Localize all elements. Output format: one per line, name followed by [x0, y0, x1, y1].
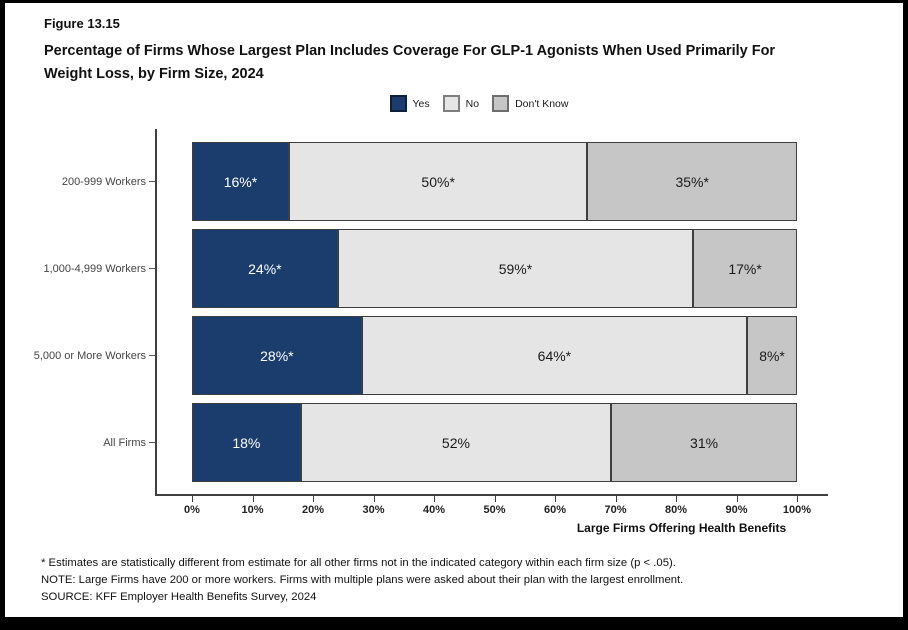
x-tick-mark	[797, 496, 798, 502]
category-tick-mark	[149, 181, 155, 182]
bar-segment: 16%*	[192, 142, 289, 221]
x-tick-label: 50%	[483, 504, 506, 516]
bar-segment: 59%*	[337, 229, 694, 308]
x-tick-mark	[434, 496, 435, 502]
stacked-bar: 16%* 50%* 35%*	[192, 142, 797, 221]
x-tick-mark	[736, 496, 738, 502]
bar-segment: 8%*	[747, 316, 797, 395]
category-label: 5,000 or More Workers	[5, 316, 155, 395]
footnote-line: SOURCE: KFF Employer Health Benefits Sur…	[41, 591, 317, 603]
x-tick-mark	[494, 496, 496, 502]
x-tick-mark	[252, 496, 254, 502]
title-block: Figure 13.15 Percentage of Firms Whose L…	[5, 3, 903, 86]
category-tick-mark	[149, 268, 155, 269]
legend-item: Yes	[389, 95, 430, 112]
x-tick-mark	[615, 496, 617, 502]
x-tick-label: 40%	[422, 504, 446, 516]
stacked-bar: 28%* 64%* 8%*	[192, 316, 797, 395]
x-tick-label: 0%	[184, 504, 200, 516]
x-tick-mark	[313, 496, 314, 502]
footnotes: * Estimates are statistically different …	[41, 555, 873, 606]
stacked-bar: 24%* 59%* 17%*	[192, 229, 797, 308]
figure-title: Percentage of Firms Whose Largest Plan I…	[44, 43, 776, 82]
x-axis-title: Large Firms Offering Health Benefits	[576, 521, 787, 535]
bar-segment: 24%*	[192, 229, 338, 308]
bar-segment: 52%	[300, 403, 612, 482]
legend-swatch	[442, 95, 460, 112]
legend-item: No	[442, 95, 480, 112]
category-tick-mark	[149, 442, 155, 443]
legend-swatch	[492, 95, 510, 112]
category-label-text: 200-999 Workers	[61, 175, 146, 188]
bar-segment: 64%*	[361, 316, 748, 395]
x-tick-label: 10%	[241, 504, 264, 516]
category-label-text: All Firms	[103, 436, 146, 449]
bar-row: 1,000-4,999 Workers 24%* 59%* 17%*	[5, 229, 903, 308]
legend-label: No	[465, 97, 480, 110]
legend-label: Yes	[412, 97, 430, 110]
legend-item: Don't Know	[492, 95, 568, 112]
category-tick-mark	[149, 355, 155, 356]
x-tick-label: 80%	[664, 504, 688, 516]
x-tick-label: 60%	[543, 504, 567, 516]
chart-legend: Yes No Don't Know	[5, 95, 903, 112]
footnote-line: NOTE: Large Firms have 200 or more worke…	[41, 574, 684, 586]
category-label: All Firms	[5, 403, 155, 482]
bar-segment: 50%*	[288, 142, 588, 221]
bar-segment: 31%	[611, 403, 797, 482]
x-tick-label: 70%	[604, 504, 627, 516]
stacked-bar-chart: 200-999 Workers 16%* 50%* 35%* 1,000-4,999 W…	[5, 129, 903, 541]
bar-segment: 28%*	[192, 316, 362, 395]
bar-segment: 17%*	[693, 229, 797, 308]
x-tick-label: 20%	[301, 504, 325, 516]
x-tick-mark	[373, 496, 375, 502]
figure-number: Figure 13.15	[44, 16, 120, 31]
bar-segment: 35%*	[587, 142, 797, 221]
category-label-text: 5,000 or More Workers	[33, 349, 146, 362]
bar-row: 5,000 or More Workers 28%* 64%* 8%*	[5, 316, 903, 395]
bar-row: 200-999 Workers 16%* 50%* 35%*	[5, 142, 903, 221]
figure-page: Figure 13.15 Percentage of Firms Whose L…	[5, 3, 903, 617]
category-label-text: 1,000-4,999 Workers	[43, 262, 146, 275]
bar-row: All Firms 18% 52% 31%	[5, 403, 903, 482]
footnote-line: * Estimates are statistically different …	[41, 557, 676, 569]
bar-segment: 18%	[192, 403, 301, 482]
x-tick-label: 90%	[725, 504, 748, 516]
legend-label: Don't Know	[515, 97, 569, 110]
category-label: 1,000-4,999 Workers	[5, 229, 155, 308]
bars: 200-999 Workers 16%* 50%* 35%* 1,000-4,999 W…	[5, 142, 903, 490]
category-label: 200-999 Workers	[5, 142, 155, 221]
y-axis-line	[155, 129, 157, 495]
x-tick-mark	[192, 496, 193, 502]
legend-swatch	[389, 95, 407, 112]
x-axis-line	[155, 494, 828, 496]
x-tick-label: 100%	[782, 504, 812, 516]
x-tick-mark	[676, 496, 677, 502]
x-tick-mark	[555, 496, 556, 502]
x-tick-label: 30%	[362, 504, 385, 516]
stacked-bar: 18% 52% 31%	[192, 403, 797, 482]
